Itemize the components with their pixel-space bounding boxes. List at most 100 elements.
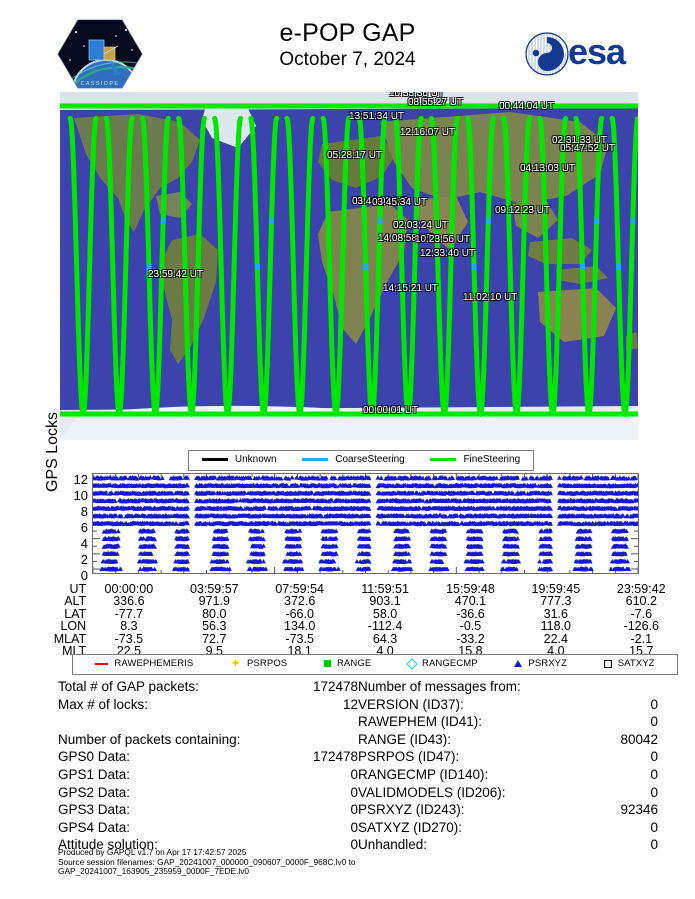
packet-count-label: GPS4 Data: [58, 819, 131, 835]
packet-count-row: Attitude solution: 0 [58, 836, 358, 854]
table-cell: -66.0 [285, 606, 314, 621]
table-cell: 470.1 [454, 594, 487, 609]
map-timestamp-label: 12:33:40 UT [420, 248, 476, 259]
y-tick-label: 8 [80, 504, 88, 519]
map-timestamp-label: 11:02:10 UT [463, 292, 518, 303]
packet-count-value: 0 [350, 819, 358, 835]
diamond-marker-icon [406, 657, 418, 670]
map-legend-label: CoarseSteering [335, 454, 405, 465]
ground-track-segment [212, 115, 244, 417]
message-count-value: 0 [650, 766, 658, 782]
table-row: ALT 336.6 971.9 372.6 903.1 470.1 777.3 610.2 [44, 594, 684, 609]
y-tick-label: 6 [80, 520, 88, 535]
table-cell: 64.3 [372, 631, 398, 646]
max-locks-row: Max # of locks: 12 [58, 696, 358, 714]
packets-containing-header: Number of packets containing: [58, 731, 241, 747]
coarse-steering-mark [616, 264, 621, 269]
esa-logo: esa [524, 30, 642, 80]
stats-spacer [58, 713, 358, 731]
total-packets-label: Total # of GAP packets: [58, 679, 199, 694]
map-legend-item-0: Unknown [201, 454, 277, 465]
table-cell: 11:59:51 [361, 582, 409, 596]
plot-legend-label: PSRPOS [247, 658, 288, 669]
coarse-steering-mark [161, 218, 166, 224]
world-map-panel: 10:33:36 UT 08:55:27 UT 00:44:04 UT 13:51:3… [60, 92, 638, 440]
map-timestamp-label: 10:33:36 UT [389, 92, 445, 99]
message-count-label: Unhandled: [358, 837, 428, 853]
packet-count-row: GPS0 Data: 172478 [58, 748, 358, 766]
map-timestamp-label: 05:47:52 UT [560, 143, 616, 154]
message-count-value: 0 [650, 837, 658, 853]
map-timestamp-label: 12:16:07 UT [400, 127, 456, 138]
title-block: e-POP GAP October 7, 2024 [0, 18, 695, 72]
message-count-value: 0 [650, 714, 658, 730]
packet-count-value: 172478 [312, 749, 358, 765]
max-locks-label: Max # of locks: [58, 696, 149, 712]
y-tick-label: 4 [80, 536, 88, 551]
message-count-value: 0 [650, 749, 658, 765]
table-row-label: MLAT [53, 631, 87, 646]
table-row-label: LON [60, 619, 87, 634]
table-row: MLAT -73.5 72.7 -73.5 64.3 -33.2 22.4 -2.1 [44, 631, 684, 646]
map-timestamp-label: 14:15:21 UT [383, 283, 439, 294]
page-title: e-POP GAP [279, 19, 416, 47]
map-timestamp-label: 13:51:34 UT [349, 111, 405, 122]
y-tick-label: 0 [80, 568, 88, 583]
y-tick-label: 12 [73, 472, 88, 487]
message-count-row: RANGE (ID43): 80042 [358, 731, 658, 749]
ground-track-segment [103, 115, 135, 417]
triangle-marker-icon [514, 660, 523, 667]
message-count-value: 92346 [620, 802, 658, 818]
table-cell: 58.0 [372, 606, 398, 621]
table-row-label: ALT [64, 594, 87, 609]
map-timestamp-label: 03:45:34 UT [372, 197, 428, 208]
map-timestamp-label: 00:00:01 UT [363, 405, 419, 416]
footer-line-source-2: GAP_20241007_163905_235959_0000F_7EDE.lv… [58, 866, 249, 877]
map-timestamp-label: 00:44:04 UT [499, 101, 555, 112]
map-legend-item-1: CoarseSteering [302, 454, 405, 465]
plot-legend-item-1: + PSRPOS [230, 657, 288, 669]
table-cell: -2.1 [630, 631, 653, 646]
gps-locks-scatter-plot [92, 473, 639, 574]
coarse-steering-mark [472, 264, 477, 269]
table-cell: 372.6 [284, 594, 316, 609]
coarse-steering-mark [377, 218, 383, 224]
legend-swatch-icon [201, 458, 228, 461]
ground-track-segment [428, 115, 460, 417]
table-cell: -36.6 [456, 606, 485, 621]
page-header: CASSIOPE e-POP GAP October 7, 2024 [0, 0, 695, 92]
table-cell: 134.0 [284, 619, 316, 634]
message-count-row: VERSION (ID37): 0 [358, 696, 658, 714]
table-cell: -7.6 [630, 606, 653, 621]
table-cell: 19:59:45 [531, 582, 581, 596]
coarse-steering-mark [486, 218, 491, 224]
table-cell: 56.3 [202, 619, 227, 634]
plot-legend-label: SATXYZ [617, 658, 655, 669]
gps-locks-axis-label: GPS Locks [44, 411, 61, 492]
map-timestamp-label: 08:55:27 UT [408, 97, 464, 108]
coarse-steering-mark [146, 264, 152, 269]
message-count-label: PSRXYZ (ID243): [358, 802, 465, 818]
table-cell: 610.2 [625, 594, 657, 609]
gps-locks-legend: RAWEPHEMERIS + PSRPOS RANGE RANGECMP PSRXYZ SA… [72, 654, 678, 675]
map-legend-item-2: FineSteering [430, 454, 520, 465]
message-count-label: VALIDMODELS (ID206): [358, 784, 506, 800]
total-packets-value: 172478 [312, 679, 358, 694]
table-cell: 80.0 [202, 606, 227, 621]
ground-track-segment [465, 115, 496, 418]
cassiope-mission-patch: CASSIOPE [56, 16, 144, 92]
plot-legend-label: RANGECMP [421, 658, 478, 669]
coarse-steering-mark [269, 218, 275, 224]
map-timestamp-label: 02:03:24 UT [393, 220, 449, 231]
map-legend-label: FineSteering [463, 454, 521, 465]
message-count-label: PSRPOS (ID47): [358, 749, 460, 765]
satellite-ground-tracks [60, 103, 638, 418]
table-cell: 15:59:48 [446, 582, 495, 596]
map-timestamp-label: 14:08:58 UT [378, 233, 434, 244]
packet-count-label: GPS1 Data: [58, 766, 131, 782]
y-tick-label: 10 [73, 488, 88, 503]
map-timestamp-label: 09:12:23 UT [495, 205, 551, 216]
message-count-value: 0 [650, 819, 658, 835]
packet-statistics-right: Number of messages from: VERSION (ID37):… [358, 678, 658, 854]
coarse-steering-mark [255, 264, 260, 269]
